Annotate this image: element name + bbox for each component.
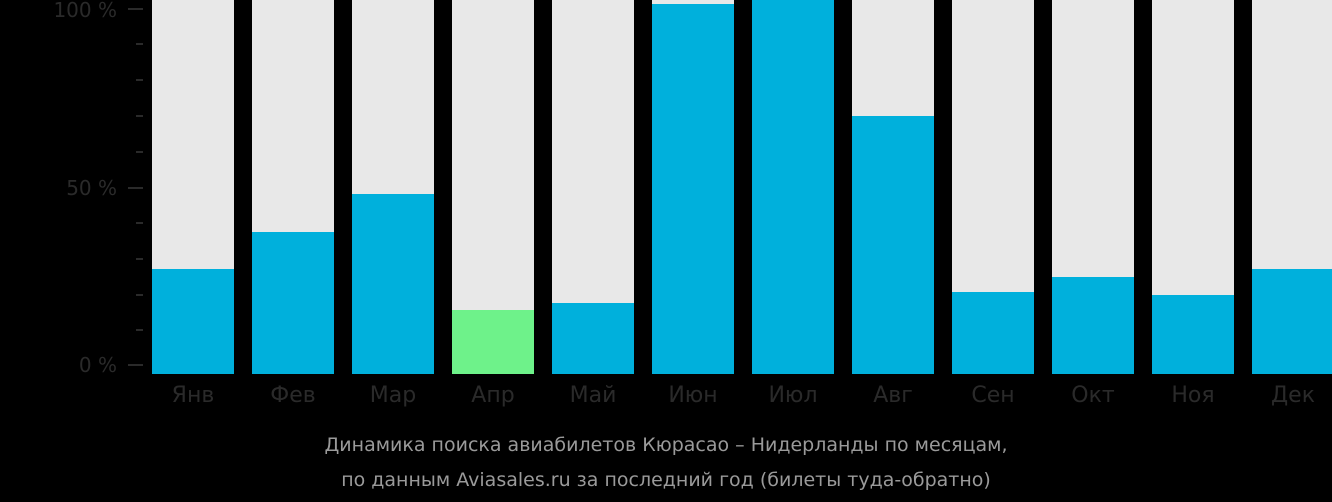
x-label: Окт	[1071, 383, 1115, 408]
x-label: Апр	[471, 383, 515, 408]
x-label: Июн	[668, 383, 718, 408]
x-label: Мар	[369, 383, 417, 408]
bar-track	[452, 0, 534, 374]
x-label: Июл	[768, 383, 818, 408]
bar-fill	[352, 194, 434, 374]
y-tick	[136, 79, 143, 81]
y-tick-100	[128, 8, 143, 10]
x-label: Фев	[270, 383, 316, 408]
bar-fill	[852, 115, 934, 374]
bar-fill	[152, 269, 234, 374]
y-tick-0	[128, 364, 143, 366]
x-label: Сен	[971, 383, 1015, 408]
chart-caption-line-2: по данным Aviasales.ru за последний год …	[341, 469, 991, 491]
x-label: Ноя	[1171, 383, 1215, 408]
x-label: Авг	[873, 383, 913, 408]
bar-track	[552, 0, 634, 374]
y-tick	[136, 329, 143, 331]
bar-track	[352, 0, 434, 374]
bar-fill	[252, 231, 334, 374]
bar-track	[1152, 0, 1234, 374]
y-tick-50	[128, 187, 143, 189]
bar-track	[652, 0, 734, 374]
bar-fill	[1152, 295, 1234, 374]
y-tick	[136, 222, 143, 224]
bar-track	[1052, 0, 1134, 374]
bar-fill	[452, 310, 534, 374]
bar-fill	[552, 302, 634, 374]
y-tick	[136, 115, 143, 117]
y-label-100: 100 %	[53, 0, 117, 22]
x-label: Янв	[171, 383, 215, 408]
chart-caption-line-1: Динамика поиска авиабилетов Кюрасао – Ни…	[324, 434, 1008, 456]
x-label: Дек	[1270, 383, 1315, 408]
bar-track	[1252, 0, 1332, 374]
bar-track	[752, 0, 834, 374]
bar-track	[952, 0, 1034, 374]
y-tick	[136, 294, 143, 296]
bar-fill	[752, 0, 834, 374]
y-label-50: 50 %	[66, 176, 117, 200]
x-label: Май	[569, 383, 617, 408]
bar-track	[852, 0, 934, 374]
y-tick	[136, 258, 143, 260]
y-tick	[136, 43, 143, 45]
bar-track	[252, 0, 334, 374]
bar-fill	[1252, 269, 1332, 374]
bar-fill	[652, 3, 734, 374]
bar-fill	[1052, 276, 1134, 374]
bar-track	[152, 0, 234, 374]
y-label-0: 0 %	[78, 353, 117, 377]
bar-fill	[952, 291, 1034, 374]
y-tick	[136, 151, 143, 153]
